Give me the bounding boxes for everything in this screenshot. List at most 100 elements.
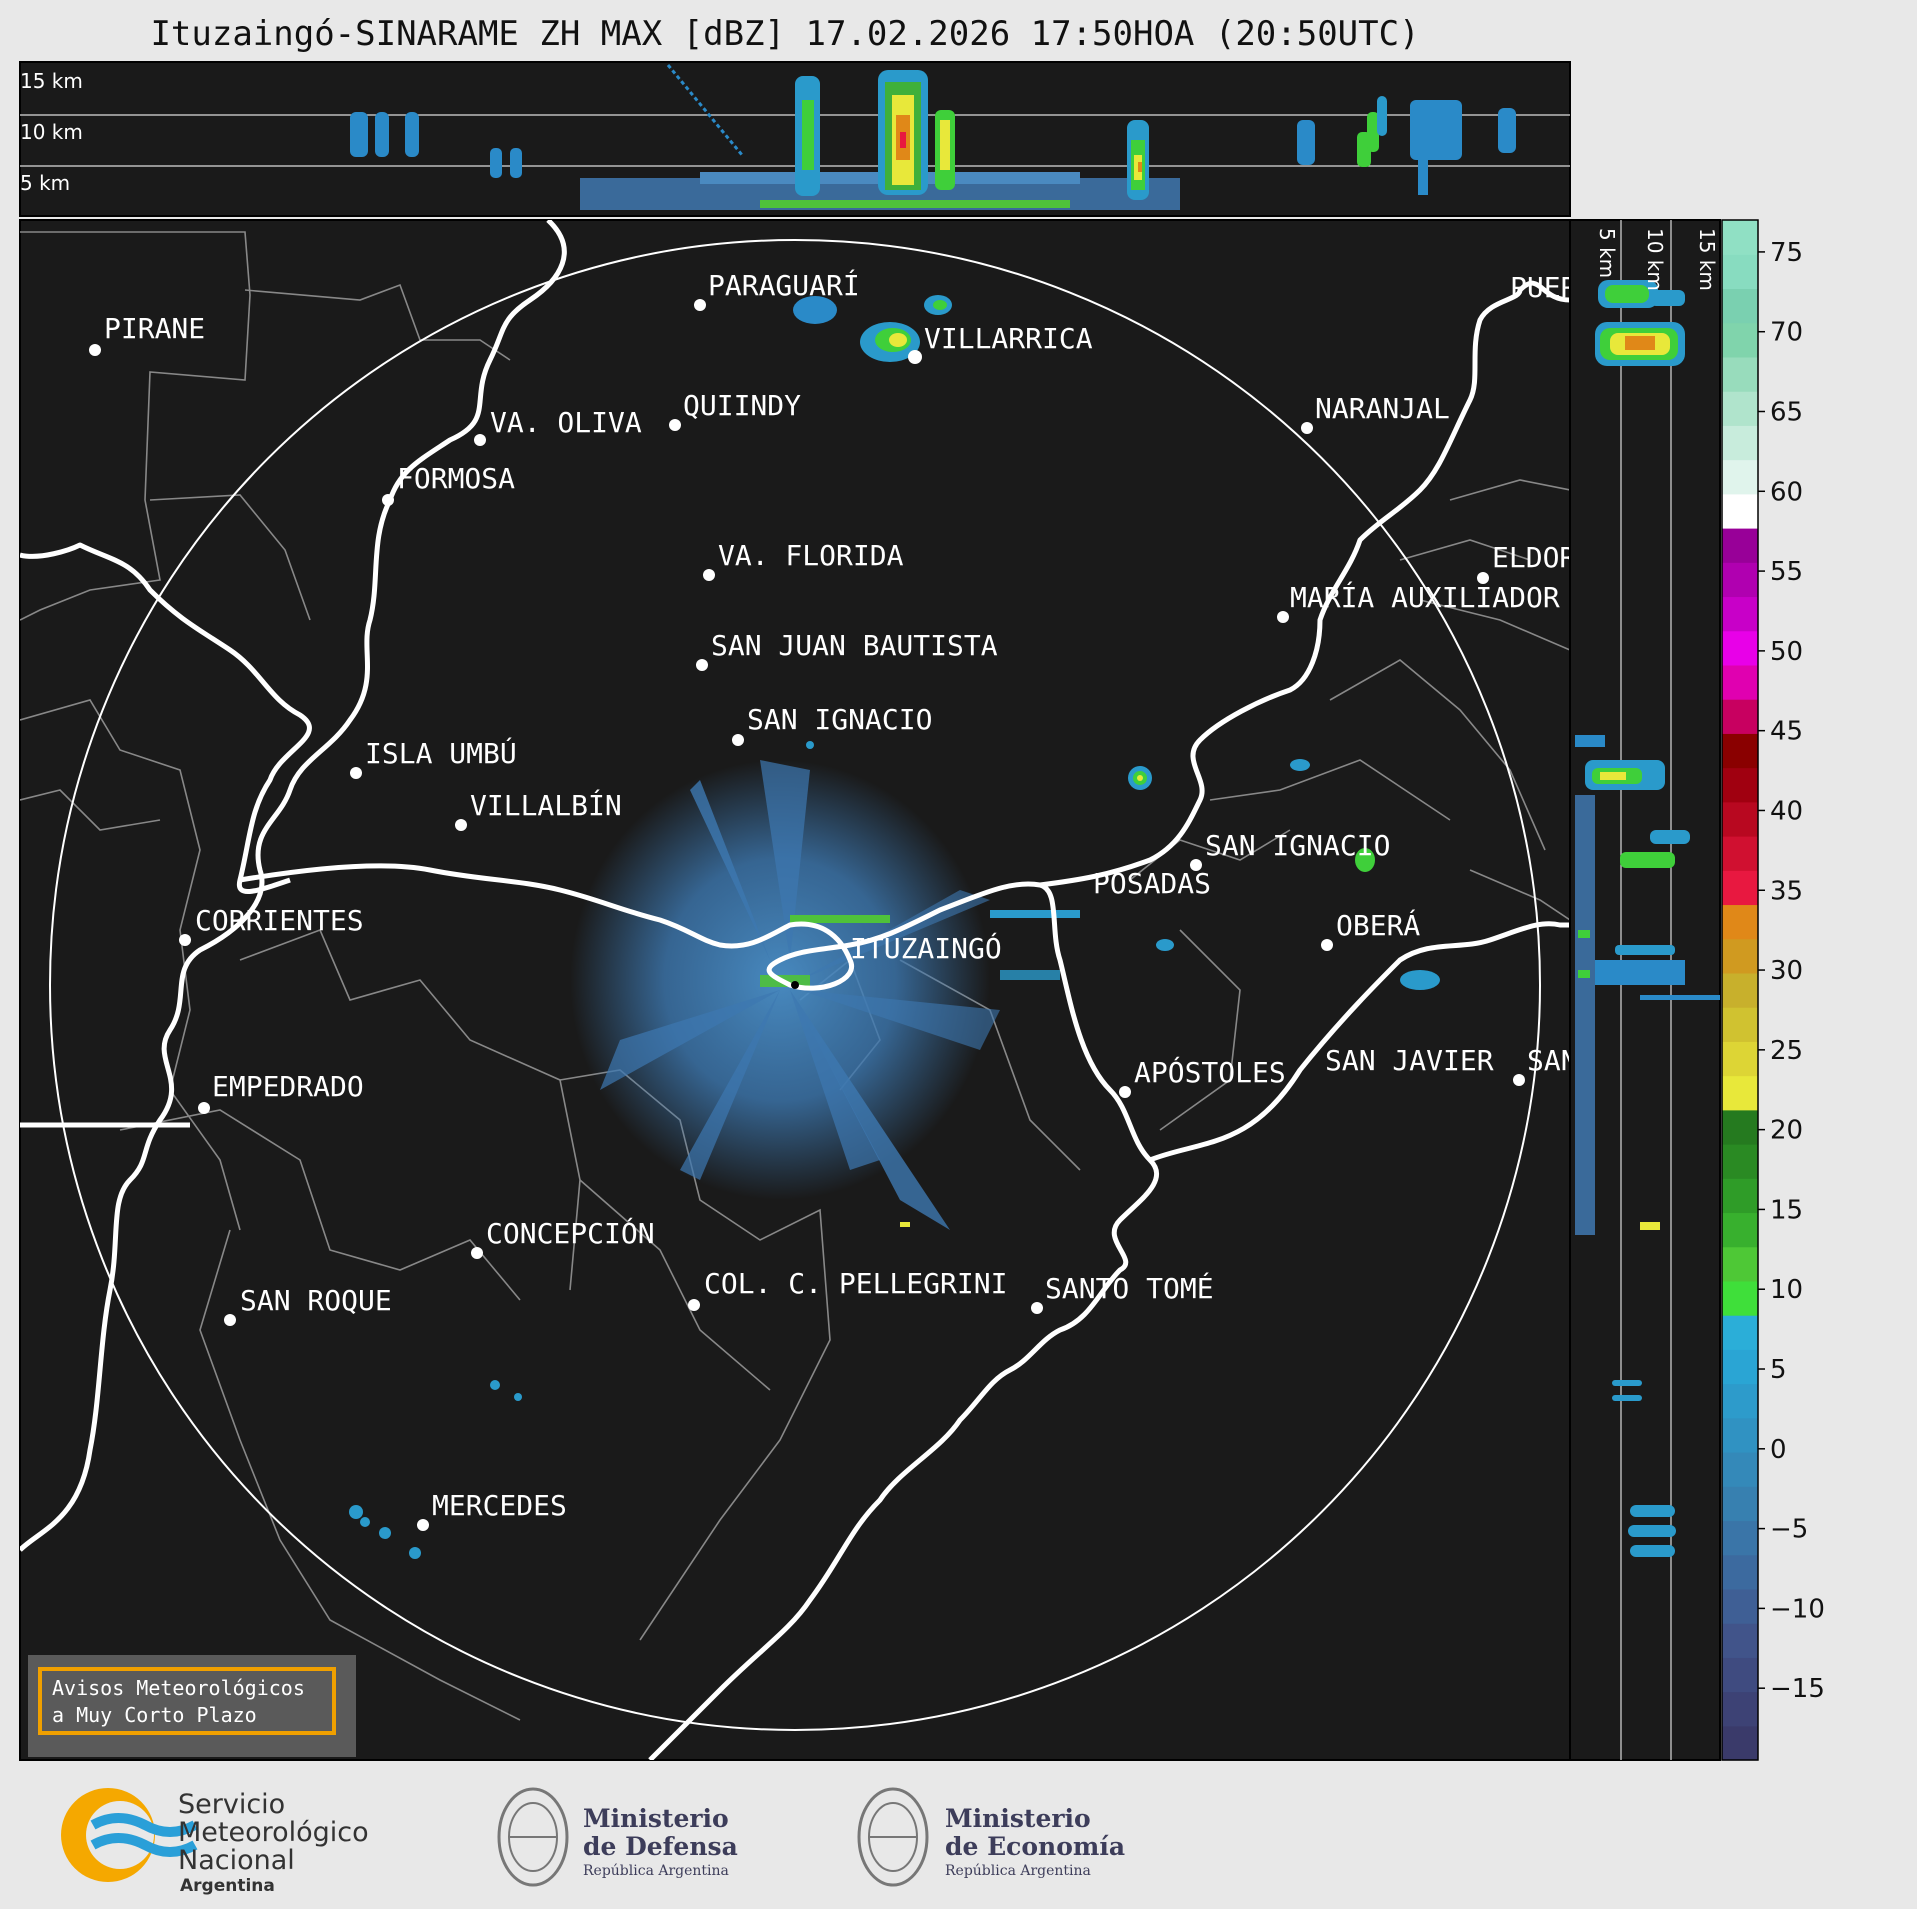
city-label-eldor: ELDOR <box>1492 541 1576 574</box>
colorbar-segment <box>1722 836 1758 871</box>
city-label-villarrica: VILLARRICA <box>924 322 1093 355</box>
warning-line1: Avisos Meteorológicos <box>52 1676 305 1700</box>
colorbar-segment <box>1722 1280 1758 1316</box>
storm-cells <box>349 295 1440 1559</box>
colorbar-segment <box>1722 1520 1758 1556</box>
top-cross-section-panel: 15 km 10 km 5 km <box>19 61 1571 217</box>
city-label-apostoles: APÓSTOLES <box>1134 1055 1286 1089</box>
colorbar-segment <box>1722 664 1758 700</box>
colorbar-tick-label: 45 <box>1770 717 1803 747</box>
colorbar-tick-label: 60 <box>1770 477 1803 507</box>
colorbar-tick-label: 75 <box>1770 238 1803 268</box>
city-label-pirane: PIRANE <box>104 312 205 345</box>
city-label-villalbin: VILLALBÍN <box>470 788 622 822</box>
colorbar-tick-label: 25 <box>1770 1036 1803 1066</box>
city-label-quiindy: QUIINDY <box>683 389 801 422</box>
colorbar-tick-label: 5 <box>1770 1355 1787 1385</box>
colorbar-segment <box>1722 870 1758 906</box>
colorbar-segment <box>1722 1246 1758 1282</box>
colorbar-segment <box>1722 596 1758 632</box>
colorbar-segment <box>1722 1109 1758 1145</box>
city-label-va-florida: VA. FLORIDA <box>718 539 904 572</box>
colorbar-segment <box>1722 356 1758 392</box>
city-label-posadas: POSADAS <box>1093 867 1211 900</box>
chart-title: Ituzaingó-SINARAME ZH MAX [dBZ] 17.02.20… <box>150 14 1420 54</box>
top-height-label-15km: 15 km <box>20 69 83 93</box>
colorbar-segment <box>1722 1452 1758 1487</box>
colorbar-tick-label: 55 <box>1770 557 1803 587</box>
city-label-san-ignacio-py: SAN IGNACIO <box>747 703 932 736</box>
smn-logo: Servicio Meteorológico Nacional Argentin… <box>61 1788 369 1896</box>
city-label-santo-tome: SANTO TOMÉ <box>1045 1271 1214 1305</box>
colorbar-segment <box>1722 220 1758 255</box>
city-label-empedrado: EMPEDRADO <box>212 1070 364 1103</box>
colorbar-segment <box>1722 1657 1758 1693</box>
colorbar-segments <box>1722 220 1758 1761</box>
colorbar-segment <box>1722 425 1758 461</box>
colorbar-segment <box>1722 1691 1758 1727</box>
city-label-corrientes: CORRIENTES <box>195 904 364 937</box>
colorbar-segment <box>1722 767 1758 803</box>
side-height-label-15km: 15 km <box>1695 228 1719 291</box>
colorbar-segment <box>1722 1417 1758 1453</box>
colorbar-tick-label: −5 <box>1770 1515 1808 1545</box>
city-label-san-ignacio-ar: SAN IGNACIO <box>1205 829 1390 862</box>
city-label-maria-auxiliador: MARÍA AUXILIADOR <box>1290 580 1560 614</box>
ministerio-economia-logo: Ministerio de Economía República Argenti… <box>857 1787 1125 1887</box>
city-dots <box>89 299 1525 1531</box>
city-label-concepcion: CONCEPCIÓN <box>486 1216 655 1250</box>
city-label-va-oliva: VA. OLIVA <box>490 406 642 439</box>
colorbar-segment <box>1722 254 1758 290</box>
city-label-obera: OBERÁ <box>1336 908 1420 942</box>
economia-line3: República Argentina <box>945 1863 1091 1879</box>
city-label-naranjal: NARANJAL <box>1315 392 1450 425</box>
defensa-line1: Ministerio <box>583 1804 729 1833</box>
smn-line2: Meteorológico <box>178 1817 369 1848</box>
colorbar-segment <box>1722 322 1758 358</box>
colorbar-segment <box>1722 733 1758 769</box>
city-label-san: SAN <box>1527 1044 1578 1077</box>
city-label-paraguari: PARAGUARÍ <box>708 268 860 302</box>
coat-of-arms-icon <box>497 1787 569 1887</box>
colorbar-segment <box>1722 972 1758 1008</box>
radar-map-panel: PARAGUARÍ PIRANE VILLARRICA QUIINDY VA. … <box>19 219 1578 1761</box>
colorbar-tick-label: 30 <box>1770 956 1803 986</box>
colorbar-segment <box>1722 1315 1758 1350</box>
rivers <box>20 220 1570 1760</box>
colorbar-segment <box>1722 1075 1758 1111</box>
colorbar-segment <box>1722 630 1758 666</box>
warning-line2: a Muy Corto Plazo <box>52 1703 257 1727</box>
colorbar-tick-label: 70 <box>1770 318 1803 348</box>
colorbar-tick-label: 35 <box>1770 876 1803 906</box>
colorbar-tick-label: 10 <box>1770 1275 1803 1305</box>
weather-warning-link[interactable]: Avisos Meteorológicos a Muy Corto Plazo <box>38 1667 336 1735</box>
city-label-formosa: FORMOSA <box>397 462 515 495</box>
top-height-label-10km: 10 km <box>20 120 83 144</box>
economia-line1: Ministerio <box>945 1804 1091 1833</box>
colorbar-segment <box>1722 1486 1758 1522</box>
smn-line1: Servicio <box>178 1789 285 1820</box>
weather-warning-box[interactable]: Avisos Meteorológicos a Muy Corto Plazo <box>28 1655 356 1757</box>
colorbar-segment <box>1722 904 1758 940</box>
city-label-san-javier: SAN JAVIER <box>1325 1044 1494 1077</box>
colorbar-segment <box>1722 1212 1758 1248</box>
colorbar-segment <box>1722 1588 1758 1624</box>
colorbar-tick-label: 50 <box>1770 637 1803 667</box>
colorbar-segment <box>1722 1178 1758 1214</box>
side-height-label-10km: 10 km <box>1643 228 1667 291</box>
colorbar-segment <box>1722 1144 1758 1179</box>
radar-site-label-ituzaingo: ITUZAINGÓ <box>850 931 1002 965</box>
city-label-san-juan-bautista: SAN JUAN BAUTISTA <box>711 629 998 662</box>
colorbar-tick-label: 0 <box>1770 1435 1787 1465</box>
defensa-line3: República Argentina <box>583 1863 729 1879</box>
colorbar-segment <box>1722 1383 1758 1419</box>
coat-of-arms-icon <box>857 1787 929 1887</box>
colorbar-segment <box>1722 1007 1758 1042</box>
side-cross-section-panel: 5 km 10 km 15 km <box>1569 219 1721 1761</box>
defensa-line2: de Defensa <box>583 1832 738 1861</box>
city-label-mercedes: MERCEDES <box>432 1489 567 1522</box>
colorbar-segment <box>1722 938 1758 974</box>
